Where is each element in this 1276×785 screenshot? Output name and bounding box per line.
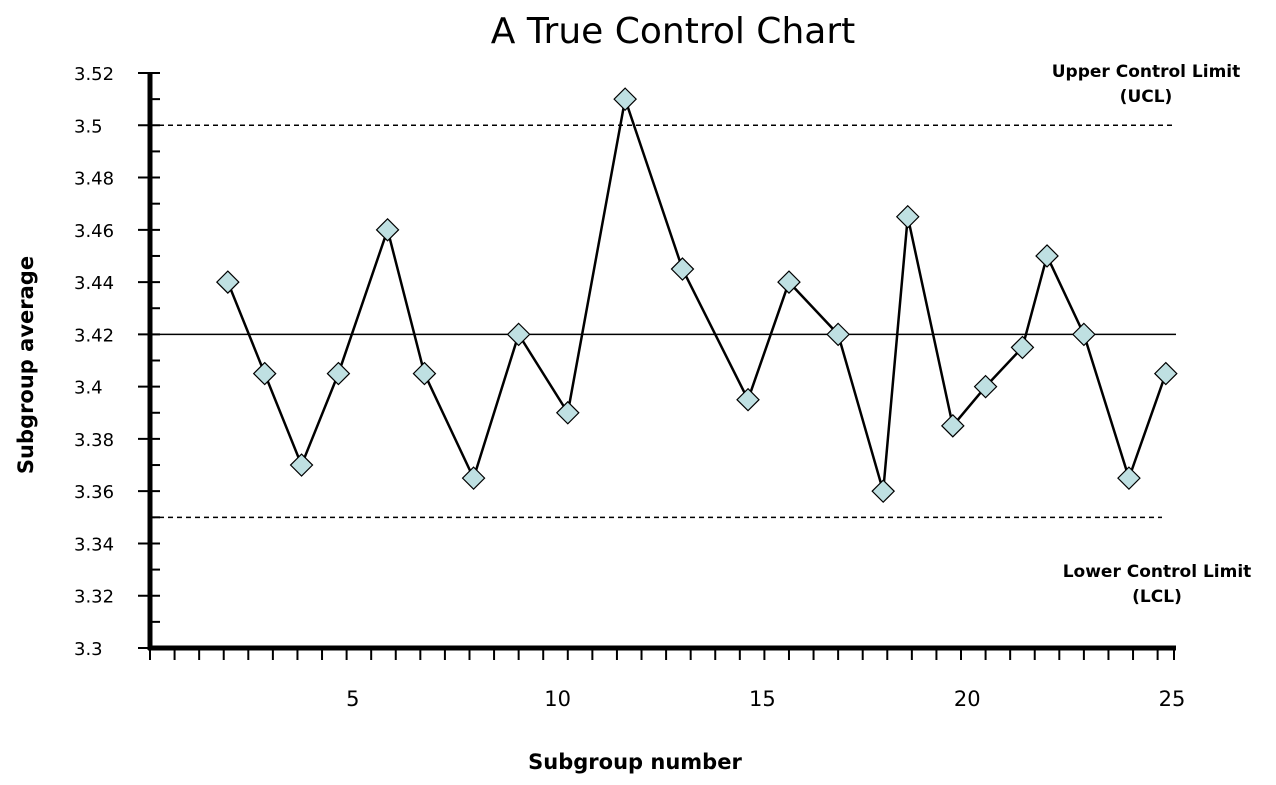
data-point: [506, 322, 531, 347]
axes: [147, 73, 1176, 651]
x-axis-title: Subgroup number: [528, 750, 742, 774]
lcl-abbrev-label: (LCL): [1132, 587, 1182, 607]
data-point: [326, 361, 351, 386]
y-tick-label: 3.3: [74, 639, 103, 660]
data-point: [871, 479, 896, 504]
data-point: [289, 453, 314, 477]
data-point: [1117, 466, 1141, 490]
ucl-abbrev-label: (UCL): [1120, 87, 1173, 107]
y-tick-label: 3.52: [74, 64, 114, 85]
x-tick-label: 15: [749, 687, 776, 711]
data-point: [895, 204, 920, 229]
data-point: [252, 361, 277, 386]
y-tick-label: 3.38: [74, 430, 114, 451]
data-point: [777, 270, 801, 294]
series-line: [226, 97, 1167, 493]
y-tick-label: 3.46: [74, 221, 114, 242]
y-tick-label: 3.48: [74, 169, 114, 190]
x-tick-label: 10: [544, 687, 571, 711]
data-points: [215, 87, 1178, 504]
y-axis-title: Subgroup average: [14, 256, 38, 474]
y-ticks: 3.3 3.32 3.34 3.36 3.38 3.4 3.42 3.44 3.46 3.48 3.…: [74, 64, 160, 660]
data-point: [375, 217, 400, 242]
y-tick-label: 3.5: [74, 116, 103, 137]
data-point: [973, 374, 998, 399]
x-tick-label: 25: [1159, 687, 1186, 711]
data-point: [555, 400, 580, 425]
y-tick-label: 3.32: [74, 587, 114, 608]
x-tick-label: 20: [954, 687, 981, 711]
data-point: [1035, 244, 1059, 268]
x-ticks: 5 10 15 20 25: [149, 650, 1186, 711]
reference-lines: [150, 124, 1176, 519]
lcl-label: Lower Control Limit: [1063, 562, 1252, 582]
data-point: [613, 87, 637, 111]
y-tick-label: 3.44: [74, 273, 114, 294]
y-tick-label: 3.34: [74, 534, 114, 555]
data-point: [461, 466, 486, 490]
data-point: [826, 322, 850, 347]
data-point: [1153, 361, 1178, 386]
x-tick-label: 5: [346, 687, 359, 711]
data-point: [215, 270, 240, 294]
chart-title: A True Control Chart: [491, 11, 855, 52]
data-point: [412, 361, 437, 386]
data-point: [736, 387, 760, 412]
data-point: [1010, 335, 1035, 360]
data-point: [940, 413, 965, 438]
y-tick-label: 3.4: [74, 378, 103, 399]
y-tick-label: 3.36: [74, 482, 114, 503]
data-point: [670, 257, 695, 281]
series-polyline: [226, 97, 1167, 493]
y-tick-label: 3.42: [74, 325, 114, 346]
ucl-label: Upper Control Limit: [1052, 62, 1241, 82]
data-point: [1072, 322, 1096, 347]
